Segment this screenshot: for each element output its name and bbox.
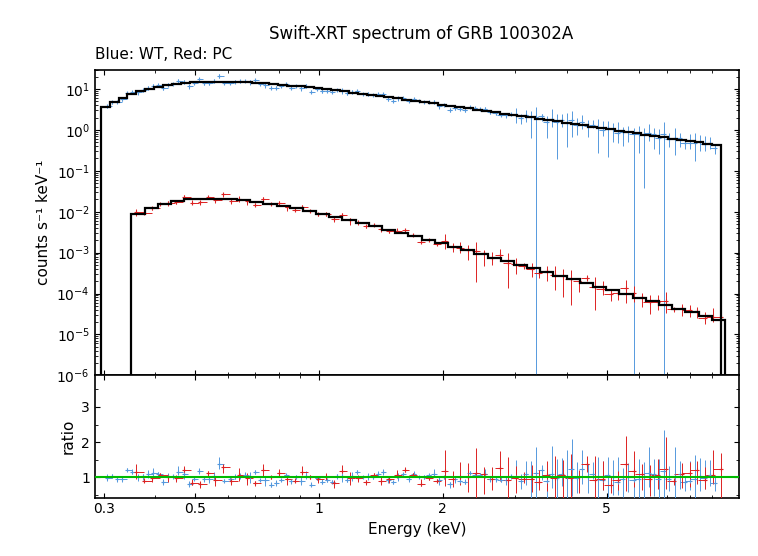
Y-axis label: ratio: ratio — [61, 419, 76, 454]
Text: Swift-XRT spectrum of GRB 100302A: Swift-XRT spectrum of GRB 100302A — [268, 25, 573, 43]
Y-axis label: counts s⁻¹ keV⁻¹: counts s⁻¹ keV⁻¹ — [36, 160, 51, 285]
X-axis label: Energy (keV): Energy (keV) — [368, 522, 466, 537]
Text: Blue: WT, Red: PC: Blue: WT, Red: PC — [95, 47, 232, 62]
